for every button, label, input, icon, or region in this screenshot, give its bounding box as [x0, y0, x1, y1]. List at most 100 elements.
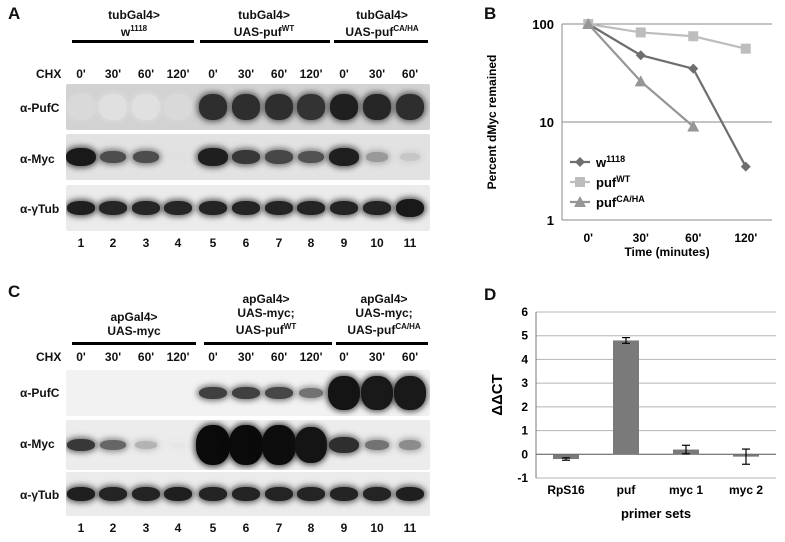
chx-label: CHX	[36, 67, 62, 81]
y-tick-label: -1	[517, 471, 528, 485]
data-point	[635, 27, 646, 38]
blot-band	[396, 487, 424, 501]
x-tick-label: RpS16	[547, 483, 585, 497]
data-point	[687, 120, 700, 132]
bar	[613, 340, 639, 455]
legend-entry: w1118	[595, 154, 625, 170]
chx-time: 120'	[166, 67, 190, 81]
y-tick-label: 1	[521, 424, 528, 438]
genotype-group-a3: tubGal4> UAS-pufCA/HA	[334, 8, 430, 39]
lane-number: 1	[77, 236, 85, 250]
blot-band	[297, 94, 325, 120]
x-tick-label: myc 2	[729, 483, 763, 497]
blot-myc	[66, 134, 430, 180]
legend-marker	[574, 196, 586, 207]
blot-band	[295, 427, 327, 463]
legend-entry: pufWT	[596, 174, 631, 190]
group-bar-c2	[204, 342, 332, 345]
lane-number: 4	[174, 521, 182, 535]
blot-band	[132, 94, 160, 120]
chx-time: 60'	[270, 350, 288, 364]
data-point	[634, 75, 647, 87]
blot-band	[199, 487, 227, 501]
blot-tubulin	[66, 472, 430, 516]
blot-band	[265, 387, 293, 399]
panel-letter-a: A	[8, 4, 21, 23]
blot-band	[133, 151, 159, 163]
y-tick-label: 2	[521, 400, 528, 414]
genotype-driver: tubGal4>	[238, 8, 290, 22]
blot-band	[229, 425, 263, 465]
genotype-group-a1: tubGal4> w1118	[74, 8, 194, 39]
y-tick-label: 1	[547, 213, 554, 228]
blot-band	[265, 94, 293, 120]
blot-pufc	[66, 84, 430, 130]
blot-band	[67, 94, 95, 120]
blot-band	[265, 201, 293, 215]
lane-number: 9	[340, 521, 348, 535]
chx-time: 120'	[299, 350, 323, 364]
genotype-group-c3: apGal4> UAS-myc; UAS-pufCA/HA	[336, 292, 432, 337]
blot-band	[232, 150, 260, 164]
y-tick-label: 6	[521, 305, 528, 319]
genotype-driver: apGal4>	[110, 310, 158, 324]
y-axis-title: Percent dMyc remained	[485, 55, 499, 190]
blot-band	[199, 94, 227, 120]
lane-number: 10	[370, 521, 384, 535]
y-tick-label: 4	[521, 352, 528, 366]
blot-myc	[66, 420, 430, 470]
panel-letter-d: D	[484, 285, 497, 304]
lane-number: 2	[109, 236, 117, 250]
lane-number: 4	[174, 236, 182, 250]
lane-number: 3	[142, 236, 150, 250]
chart-b: 1 10 100 0' 30' 60' 120' Time (minutes) Percent …	[485, 17, 772, 259]
blot-band	[330, 487, 358, 501]
blot-tubulin	[66, 185, 430, 231]
chx-time: 0'	[208, 350, 218, 364]
blot-band	[66, 148, 96, 166]
genotype-driver: tubGal4>	[356, 8, 408, 22]
blot-band	[99, 487, 127, 501]
blot-band	[164, 201, 192, 215]
y-tick-label: 3	[521, 376, 528, 390]
blot-band	[132, 201, 160, 215]
blot-label-myc: α-Myc	[20, 437, 55, 451]
lane-number: 7	[275, 521, 283, 535]
x-tick-label: 60'	[685, 231, 701, 245]
series-line	[588, 22, 747, 50]
chx-time: 0'	[76, 67, 86, 81]
blot-band	[232, 487, 260, 501]
blot-band	[265, 150, 293, 164]
blot-band	[297, 487, 325, 501]
data-point	[740, 161, 751, 172]
y-tick-label: 100	[532, 17, 554, 32]
chx-time: 60'	[137, 350, 155, 364]
chx-time: 30'	[104, 350, 122, 364]
genotype-construct: UAS-myc;	[237, 306, 295, 320]
blot-band	[297, 201, 325, 215]
genotype-group-a2: tubGal4> UAS-pufWT	[204, 8, 324, 39]
panel-letter-c: C	[8, 282, 21, 301]
chx-time: 0'	[339, 67, 349, 81]
blot-band	[132, 487, 160, 501]
y-tick-label: 0	[521, 447, 528, 461]
blot-band	[298, 151, 324, 163]
blot-band	[171, 442, 185, 448]
genotype-group-c2: apGal4> UAS-myc; UAS-pufWT	[210, 292, 322, 337]
chx-time: 0'	[339, 350, 349, 364]
blot-band	[365, 440, 389, 450]
lane-number: 6	[242, 236, 250, 250]
x-tick-label: 30'	[633, 231, 649, 245]
chx-time: 30'	[104, 67, 122, 81]
blot-band	[67, 201, 95, 215]
x-tick-label: 120'	[734, 231, 757, 245]
lane-number: 2	[109, 521, 117, 535]
lane-number: 5	[209, 521, 217, 535]
blot-band	[164, 94, 192, 120]
blot-band	[199, 201, 227, 215]
blot-label-myc: α-Myc	[20, 152, 55, 166]
blot-band	[232, 387, 260, 399]
genotype-driver: tubGal4>	[108, 8, 160, 22]
chx-time: 120'	[299, 67, 323, 81]
chx-time: 30'	[237, 67, 255, 81]
